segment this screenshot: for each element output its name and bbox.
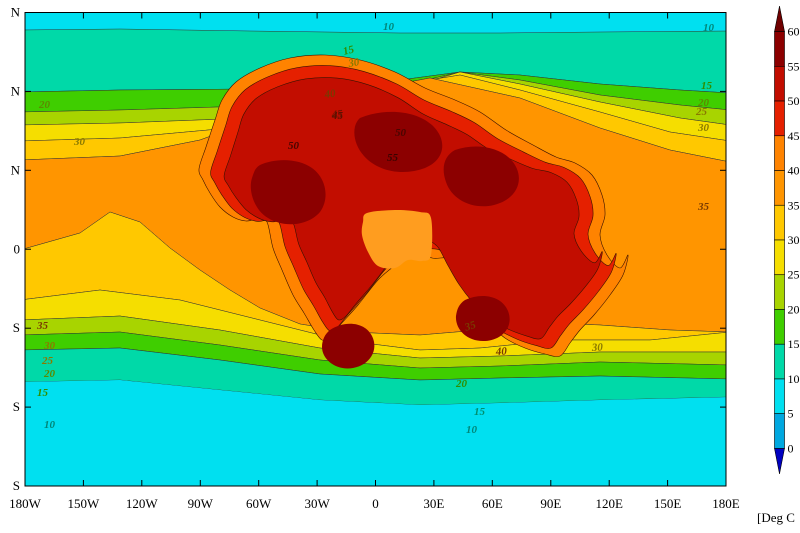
- svg-text:120E: 120E: [595, 496, 623, 511]
- svg-text:150E: 150E: [654, 496, 682, 511]
- svg-text:60E: 60E: [482, 496, 503, 511]
- svg-text:N: N: [11, 83, 21, 98]
- svg-text:0: 0: [788, 441, 794, 455]
- svg-text:50: 50: [288, 140, 300, 152]
- svg-text:90E: 90E: [540, 496, 561, 511]
- svg-text:20: 20: [455, 378, 468, 390]
- svg-text:90W: 90W: [188, 496, 214, 511]
- svg-text:10: 10: [788, 372, 800, 386]
- svg-text:45: 45: [788, 129, 800, 143]
- svg-text:N: N: [11, 5, 21, 20]
- svg-text:15: 15: [474, 406, 486, 418]
- svg-text:180W: 180W: [9, 496, 42, 511]
- svg-text:45: 45: [331, 110, 344, 122]
- svg-text:30: 30: [697, 122, 710, 134]
- svg-text:5: 5: [788, 407, 794, 421]
- svg-text:150W: 150W: [68, 496, 101, 511]
- svg-text:35: 35: [788, 198, 800, 212]
- svg-text:35: 35: [36, 320, 49, 332]
- svg-text:30: 30: [43, 340, 56, 352]
- svg-text:60: 60: [788, 25, 800, 39]
- svg-text:15: 15: [37, 387, 49, 399]
- svg-text:[Deg C: [Deg C: [757, 510, 795, 525]
- svg-text:30W: 30W: [304, 496, 330, 511]
- svg-text:10: 10: [703, 22, 715, 34]
- svg-text:55: 55: [387, 152, 399, 164]
- svg-text:10: 10: [466, 424, 478, 436]
- svg-text:0: 0: [14, 241, 21, 256]
- svg-text:15: 15: [788, 337, 800, 351]
- svg-text:N: N: [11, 162, 21, 177]
- svg-text:S: S: [13, 320, 20, 335]
- svg-text:60W: 60W: [246, 496, 272, 511]
- svg-text:20: 20: [43, 368, 56, 380]
- svg-text:20: 20: [788, 303, 800, 317]
- svg-text:55: 55: [788, 59, 800, 73]
- svg-text:S: S: [13, 399, 20, 414]
- svg-text:15: 15: [701, 80, 713, 92]
- svg-text:50: 50: [395, 127, 407, 139]
- svg-text:10: 10: [383, 21, 395, 33]
- svg-text:25: 25: [695, 106, 708, 118]
- svg-text:120W: 120W: [126, 496, 159, 511]
- svg-text:30: 30: [591, 341, 604, 354]
- svg-text:40: 40: [495, 345, 508, 358]
- svg-text:10: 10: [44, 419, 56, 431]
- svg-text:25: 25: [41, 355, 54, 367]
- svg-text:20: 20: [38, 99, 51, 111]
- svg-text:30E: 30E: [423, 496, 444, 511]
- svg-text:30: 30: [73, 136, 86, 148]
- svg-text:S: S: [13, 478, 20, 493]
- svg-text:0: 0: [372, 496, 379, 511]
- svg-text:180E: 180E: [712, 496, 740, 511]
- svg-text:50: 50: [788, 94, 800, 108]
- svg-text:25: 25: [788, 268, 800, 282]
- svg-text:40: 40: [788, 164, 800, 178]
- svg-text:35: 35: [697, 201, 710, 213]
- svg-text:30: 30: [788, 233, 800, 247]
- svg-text:40: 40: [323, 87, 337, 101]
